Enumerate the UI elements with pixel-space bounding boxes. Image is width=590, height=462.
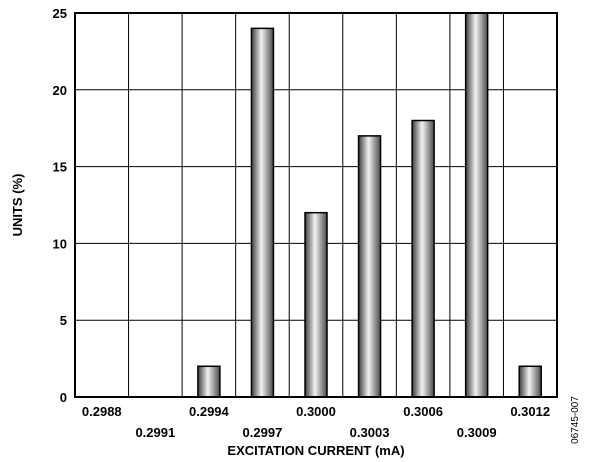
x-axis-label: EXCITATION CURRENT (mA) <box>227 443 404 458</box>
bar-0.3006 <box>411 119 435 398</box>
bar-0.2994 <box>197 365 221 398</box>
bar-0.3000 <box>304 211 328 398</box>
y-axis-label: UNITS (%) <box>10 174 25 237</box>
figure-code: 06745-007 <box>570 396 581 444</box>
x-tick-label: 0.2997 <box>243 425 283 440</box>
x-tick-label: 0.2988 <box>82 404 122 419</box>
y-tick-label: 10 <box>53 236 67 251</box>
x-tick-label: 0.3012 <box>510 404 550 419</box>
bars <box>197 12 542 398</box>
bar-0.3003 <box>357 135 382 398</box>
x-tick-label: 0.3000 <box>296 404 336 419</box>
plot-frame <box>74 12 558 398</box>
y-tick-label: 15 <box>53 160 67 175</box>
y-tick-label: 5 <box>60 313 67 328</box>
y-tick-label: 20 <box>53 83 67 98</box>
x-tick-label: 0.3003 <box>350 425 390 440</box>
y-tick-label: 0 <box>60 390 67 405</box>
x-tick-label: 0.2991 <box>135 425 175 440</box>
y-tick-labels: 0 5 10 15 20 25 <box>53 6 67 405</box>
x-tick-label: 0.3009 <box>457 425 497 440</box>
bar-0.3012 <box>518 365 542 398</box>
y-tick-label: 25 <box>53 6 67 21</box>
x-tick-label: 0.2994 <box>189 404 230 419</box>
bar-0.3009 <box>464 12 489 398</box>
x-tick-labels: 0.2988 0.2991 0.2994 0.2997 0.3000 0.3003 0.30… <box>82 404 550 440</box>
x-tick-label: 0.3006 <box>403 404 443 419</box>
bar-0.2997 <box>250 27 275 398</box>
